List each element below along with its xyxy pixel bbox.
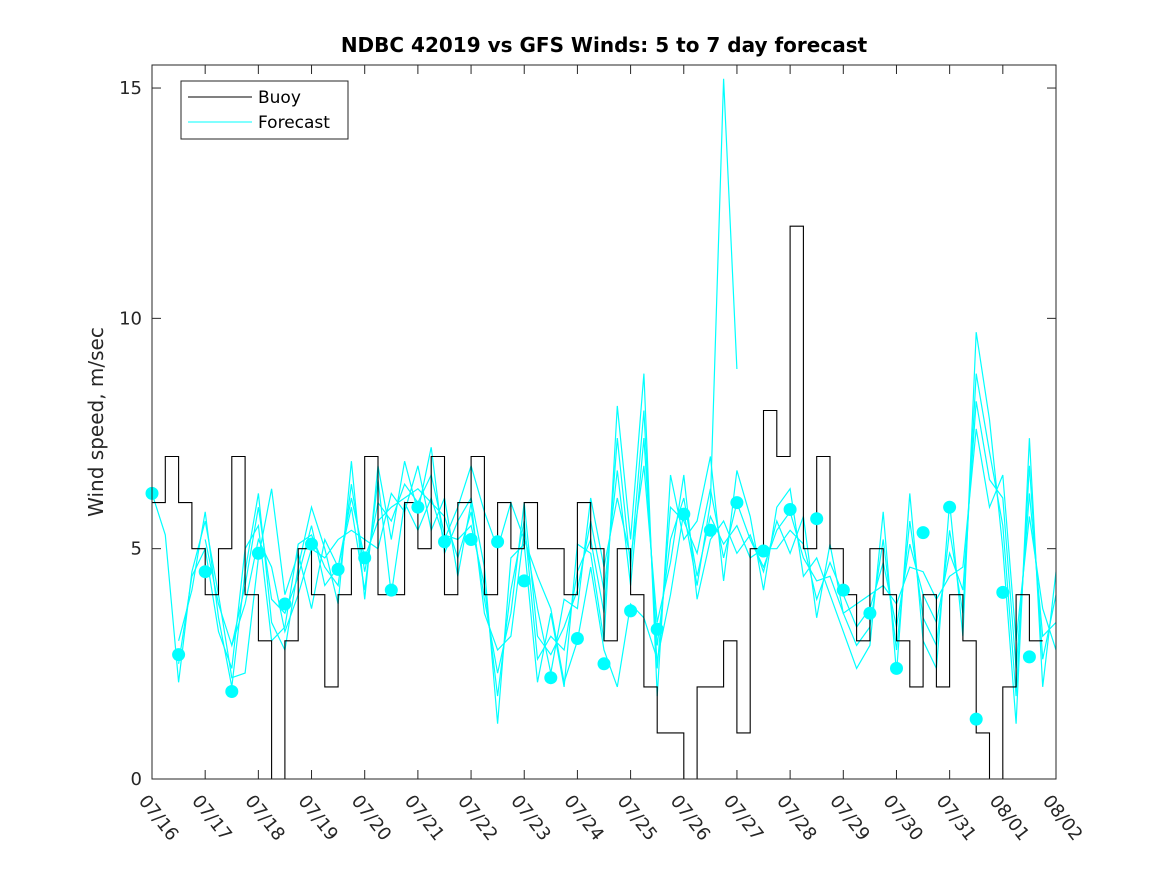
x-tick-label: 07/22: [453, 791, 501, 845]
forecast-point: [943, 500, 957, 514]
buoy-series-line: [152, 225, 1043, 780]
forecast-point: [916, 526, 930, 540]
x-tick-label: 08/01: [985, 791, 1033, 845]
forecast-point: [969, 712, 983, 726]
forecast-series-line-3: [178, 373, 1057, 697]
forecast-point: [730, 496, 744, 510]
buoy-line: [152, 225, 1043, 780]
legend-buoy-label: Buoy: [258, 88, 301, 108]
forecast-point: [358, 551, 372, 565]
forecast-point: [225, 685, 239, 698]
forecast-point: [597, 657, 611, 671]
forecast-point: [836, 583, 850, 597]
forecast-point: [624, 604, 638, 618]
forecast-point: [996, 585, 1010, 599]
y-tick-label: 0: [131, 769, 142, 790]
legend-box: [180, 80, 349, 140]
forecast-lines: [151, 78, 1057, 724]
legend: Buoy Forecast: [180, 80, 349, 140]
legend-forecast-label: Forecast: [258, 113, 330, 133]
forecast-markers: [145, 486, 1036, 726]
x-tick-label: 07/24: [559, 791, 607, 845]
forecast-point: [278, 597, 292, 611]
x-tick-label: 08/02: [1038, 791, 1086, 845]
x-tick-label: 07/27: [719, 791, 767, 845]
forecast-point: [411, 500, 425, 514]
forecast-point: [890, 661, 903, 675]
forecast-point: [251, 546, 265, 560]
forecast-point: [783, 503, 797, 516]
chart-title: NDBC 42019 vs GFS Winds: 5 to 7 day fore…: [341, 33, 868, 57]
forecast-point: [757, 544, 770, 558]
forecast-point: [810, 512, 824, 526]
x-tick-label: 07/20: [347, 791, 395, 845]
x-tick-label: 07/23: [506, 791, 554, 845]
forecast-point: [438, 535, 451, 549]
forecast-point: [384, 583, 398, 597]
x-tick-label: 07/21: [400, 791, 448, 845]
forecast-point: [1022, 650, 1036, 664]
forecast-point: [305, 537, 318, 551]
forecast-point: [703, 523, 717, 537]
forecast-point: [464, 533, 478, 546]
forecast-point: [650, 622, 664, 636]
x-tick-label: 07/18: [240, 791, 288, 845]
x-tick-label: 07/26: [666, 791, 714, 845]
x-tick-label: 07/29: [825, 791, 873, 845]
y-axis: 0 5 10 15: [119, 78, 1056, 790]
forecast-point: [863, 606, 877, 620]
forecast-point: [544, 671, 558, 685]
plot-area: [152, 65, 1056, 779]
x-tick-label: 07/28: [772, 791, 820, 845]
y-axis-label: Wind speed, m/sec: [84, 327, 108, 517]
forecast-point: [491, 535, 505, 549]
forecast-series-line-2: [178, 332, 1057, 724]
x-tick-label: 07/19: [294, 791, 342, 845]
forecast-point: [172, 648, 186, 662]
x-tick-label: 07/16: [134, 791, 182, 845]
y-tick-label: 15: [119, 78, 142, 99]
y-tick-label: 5: [131, 539, 142, 560]
forecast-point: [570, 632, 584, 645]
forecast-point: [677, 507, 691, 521]
x-tick-label: 07/31: [932, 791, 980, 845]
axes-box: [151, 64, 1057, 780]
x-tick-label: 07/17: [187, 791, 235, 845]
forecast-point: [198, 565, 212, 579]
forecast-series-line-5: [231, 428, 1057, 674]
x-tick-label: 07/30: [879, 791, 927, 845]
x-tick-label: 07/25: [613, 791, 661, 845]
y-tick-label: 10: [119, 308, 142, 329]
forecast-point: [517, 574, 531, 588]
forecast-point: [331, 562, 345, 576]
